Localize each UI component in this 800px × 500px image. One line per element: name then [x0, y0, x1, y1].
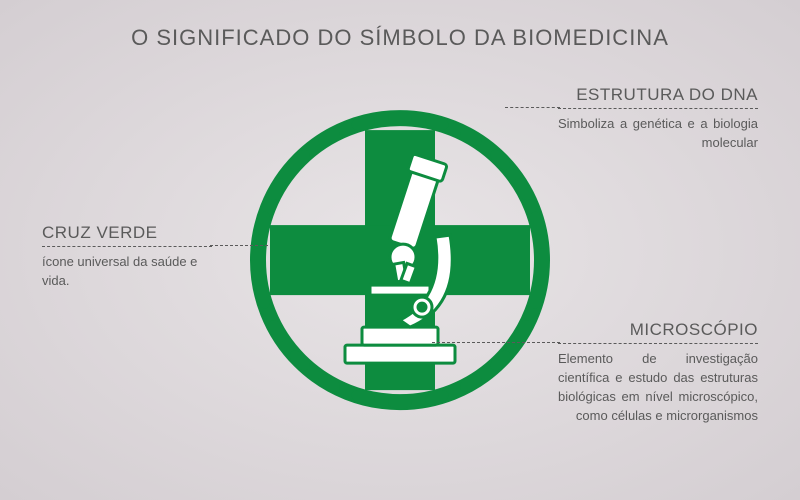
callout-cross-heading: CRUZ VERDE: [42, 223, 212, 247]
callout-microscope-desc: Elemento de investigação científica e es…: [558, 350, 758, 425]
callout-microscope-heading: MICROSCÓPIO: [558, 320, 758, 344]
leader-line-dna: [505, 107, 560, 108]
emblem-svg: [245, 105, 555, 415]
callout-microscope: MICROSCÓPIO Elemento de investigação cie…: [558, 320, 758, 425]
callout-dna-desc: Simboliza a genética e a biologia molecu…: [558, 115, 758, 153]
page-title: O SIGNIFICADO DO SÍMBOLO DA BIOMEDICINA: [0, 25, 800, 51]
leader-line-microscope: [432, 342, 560, 343]
callout-cross: CRUZ VERDE ícone universal da saúde e vi…: [42, 223, 212, 291]
callout-cross-desc: ícone universal da saúde e vida.: [42, 253, 212, 291]
callout-dna-heading: ESTRUTURA DO DNA: [558, 85, 758, 109]
callout-dna: ESTRUTURA DO DNA Simboliza a genética e …: [558, 85, 758, 153]
leader-line-cross: [210, 245, 268, 246]
biomedicine-emblem: [245, 105, 555, 420]
